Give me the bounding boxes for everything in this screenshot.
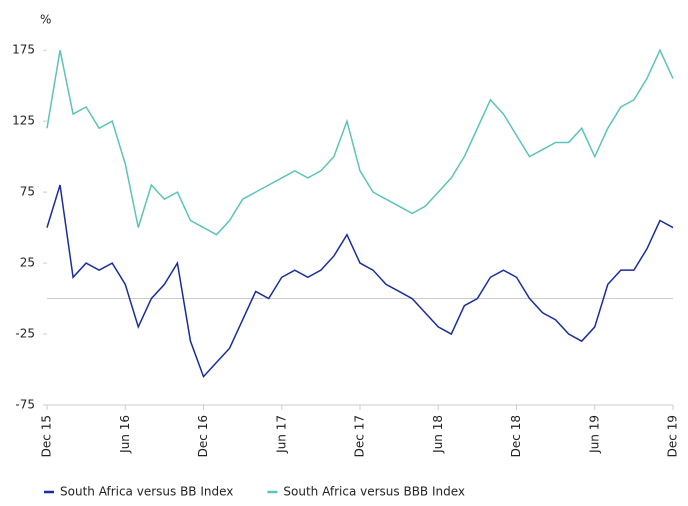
y-axis-label: % [40, 13, 51, 27]
series-line [46, 184, 674, 379]
x-tick-label: Jun 18 [431, 415, 445, 454]
x-tick-label: Jun 16 [118, 415, 132, 454]
x-tick-label: Dec 17 [353, 415, 367, 457]
series-line [46, 48, 674, 236]
x-tick-label: Dec 18 [509, 415, 523, 457]
y-tick-label: 25 [20, 256, 35, 270]
x-tick-label: Dec 16 [196, 415, 210, 457]
y-tick-label: -25 [15, 327, 35, 341]
legend-label: South Africa versus BB Index [60, 485, 233, 499]
y-tick-label: -75 [15, 398, 35, 412]
y-tick-label: 175 [12, 43, 35, 57]
legend-label: South Africa versus BBB Index [283, 485, 465, 499]
x-tick-label: Dec 19 [666, 415, 680, 457]
y-tick-label: 125 [12, 114, 35, 128]
x-tick-label: Jun 17 [274, 415, 288, 454]
y-tick-label: 75 [20, 185, 35, 199]
x-tick-label: Jun 19 [587, 415, 601, 454]
x-tick-label: Dec 15 [40, 415, 54, 457]
